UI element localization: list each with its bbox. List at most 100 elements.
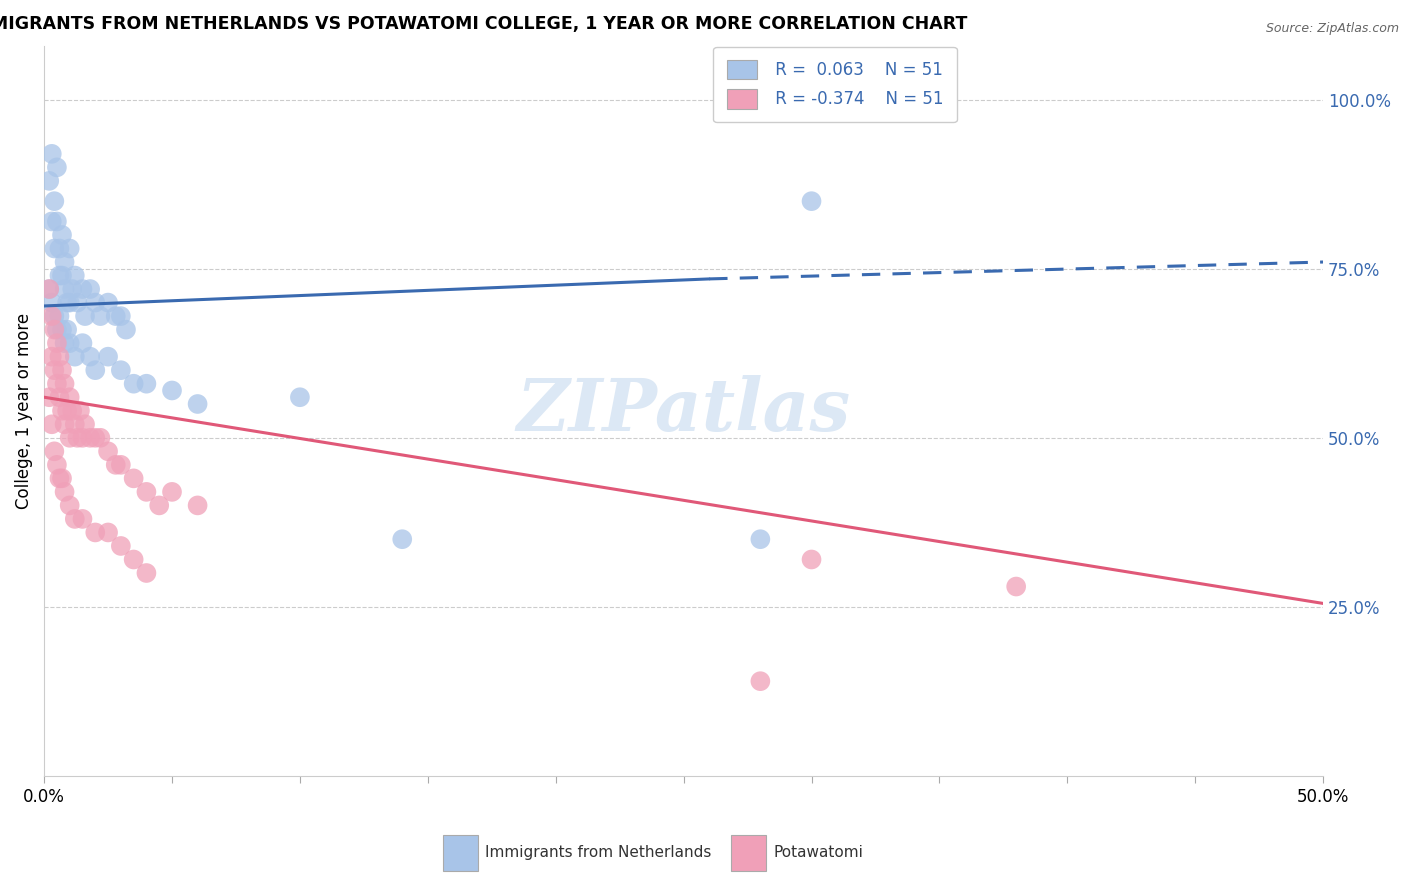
Point [38, 390, 60, 404]
Text: Source: ZipAtlas.com: Source: ZipAtlas.com [1265, 22, 1399, 36]
Point [160, 384, 183, 398]
Point [45, 323, 67, 337]
Point [45, 161, 67, 175]
Point [48, 309, 70, 323]
Point [63, 350, 86, 364]
Point [63, 268, 86, 283]
Point [38, 282, 60, 296]
Point [53, 255, 76, 269]
Point [48, 268, 70, 283]
Point [187, 397, 209, 411]
Point [60, 403, 83, 417]
Point [56, 323, 79, 337]
Point [48, 242, 70, 256]
Point [45, 336, 67, 351]
Point [51, 268, 73, 283]
FancyBboxPatch shape [443, 835, 478, 871]
Point [41, 295, 63, 310]
Text: Potawatomi: Potawatomi [773, 846, 863, 860]
Point [44, 242, 66, 256]
Text: ZIPatlas: ZIPatlas [516, 376, 851, 446]
FancyBboxPatch shape [731, 835, 766, 871]
Point [84, 295, 107, 310]
Point [38, 174, 60, 188]
Legend:  R =  0.063    N = 51,  R = -0.374    N = 51: R = 0.063 N = 51, R = -0.374 N = 51 [713, 46, 956, 122]
Point [53, 484, 76, 499]
Point [51, 363, 73, 377]
Point [63, 417, 86, 432]
Point [135, 566, 157, 580]
Point [115, 323, 138, 337]
Point [59, 295, 82, 310]
Point [59, 431, 82, 445]
Point [749, 674, 772, 689]
Point [51, 227, 73, 242]
Point [84, 363, 107, 377]
Point [51, 323, 73, 337]
Point [44, 444, 66, 458]
Point [59, 390, 82, 404]
Point [148, 499, 170, 513]
Point [41, 309, 63, 323]
Point [72, 512, 94, 526]
Point [89, 309, 111, 323]
Point [110, 539, 132, 553]
Point [135, 376, 157, 391]
Point [84, 525, 107, 540]
Point [104, 309, 127, 323]
Point [69, 403, 91, 417]
Point [79, 282, 101, 296]
Point [63, 512, 86, 526]
Point [59, 499, 82, 513]
Point [110, 309, 132, 323]
Point [66, 431, 89, 445]
Point [122, 471, 145, 485]
Point [288, 390, 311, 404]
Point [56, 295, 79, 310]
Point [391, 532, 413, 546]
Text: Immigrants from Netherlands: Immigrants from Netherlands [485, 846, 711, 860]
Point [73, 309, 96, 323]
Point [66, 295, 89, 310]
Point [41, 214, 63, 228]
Point [79, 350, 101, 364]
Point [60, 282, 83, 296]
Point [41, 350, 63, 364]
Point [51, 403, 73, 417]
Point [53, 336, 76, 351]
Point [45, 214, 67, 228]
Point [48, 350, 70, 364]
Point [79, 431, 101, 445]
Point [44, 309, 66, 323]
Point [97, 350, 120, 364]
Point [110, 363, 132, 377]
Point [104, 458, 127, 472]
Point [41, 417, 63, 432]
Point [38, 282, 60, 296]
Point [51, 471, 73, 485]
Text: IMMIGRANTS FROM NETHERLANDS VS POTAWATOMI COLLEGE, 1 YEAR OR MORE CORRELATION CH: IMMIGRANTS FROM NETHERLANDS VS POTAWATOM… [0, 15, 967, 33]
Point [44, 323, 66, 337]
Point [110, 458, 132, 472]
Point [122, 552, 145, 566]
Point [53, 282, 76, 296]
Point [41, 146, 63, 161]
Point [97, 295, 120, 310]
Point [73, 417, 96, 432]
Point [44, 363, 66, 377]
Point [122, 376, 145, 391]
Point [45, 458, 67, 472]
Point [48, 471, 70, 485]
Point [1005, 580, 1028, 594]
Point [97, 525, 120, 540]
Point [749, 532, 772, 546]
Point [72, 431, 94, 445]
Point [53, 417, 76, 432]
Point [72, 282, 94, 296]
Point [89, 431, 111, 445]
Point [800, 194, 823, 209]
Point [53, 376, 76, 391]
Y-axis label: College, 1 year or more: College, 1 year or more [15, 313, 32, 508]
Point [59, 242, 82, 256]
Point [800, 552, 823, 566]
